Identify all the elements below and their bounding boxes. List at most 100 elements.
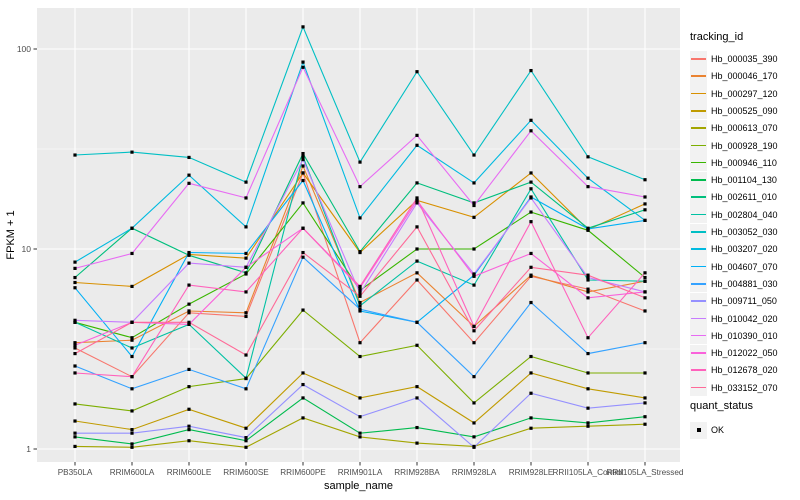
data-point	[586, 336, 590, 340]
black-square-point-icon	[696, 428, 701, 432]
series-color-line-icon	[691, 386, 706, 389]
legend-title-tracking-id: tracking_id	[690, 31, 744, 43]
data-point	[529, 196, 533, 200]
x-axis-tick-label: RRIM600PE	[280, 468, 326, 477]
data-point	[73, 351, 77, 356]
data-point	[301, 308, 305, 312]
data-point	[415, 343, 419, 347]
legend-item-Hb_000525_090: Hb_000525_090	[690, 102, 778, 120]
data-point	[244, 439, 248, 443]
data-point	[529, 265, 533, 269]
data-point	[643, 341, 647, 345]
legend-key-swatch	[690, 137, 707, 154]
data-point	[529, 180, 533, 184]
data-point	[187, 283, 191, 287]
data-point	[643, 178, 647, 182]
series-color-line-icon	[691, 248, 706, 250]
data-point	[643, 218, 647, 222]
data-point	[529, 273, 533, 277]
x-axis-tick-label: RRIM600SE	[223, 468, 269, 477]
y-axis-title: FPKM + 1	[5, 210, 17, 259]
series-color-line-icon	[691, 317, 706, 320]
data-point	[73, 444, 77, 449]
legend-item-Hb_000035_390: Hb_000035_390	[690, 50, 778, 68]
x-axis-tick-label: RRIM928BA	[394, 468, 440, 477]
data-point	[472, 341, 476, 345]
data-point	[244, 251, 248, 256]
legend-item-label: Hb_002611_010	[711, 192, 777, 203]
data-point	[187, 155, 191, 160]
data-point	[73, 435, 77, 439]
data-point	[73, 431, 77, 435]
data-point	[187, 439, 191, 443]
data-point	[358, 216, 362, 220]
data-point	[586, 287, 590, 291]
data-point	[415, 441, 419, 445]
data-point	[73, 318, 77, 322]
data-point	[472, 247, 476, 251]
legend-item-Hb_004881_030: Hb_004881_030	[690, 275, 778, 293]
data-point	[529, 426, 533, 430]
legend-item-Hb_033152_070: Hb_033152_070	[690, 379, 778, 397]
data-point	[586, 387, 590, 391]
data-point	[130, 284, 134, 289]
series-color-line-icon	[691, 213, 706, 216]
data-point	[586, 273, 590, 277]
line-chart-plot-area: 1 10 100 PB350LA RRIM600LA RRIM600LE RRIM600SE…	[5, 8, 684, 492]
data-point	[187, 302, 191, 306]
data-point	[187, 309, 191, 313]
data-point	[73, 260, 77, 264]
data-point	[244, 311, 248, 315]
data-point	[73, 320, 77, 324]
data-point	[415, 278, 419, 282]
legend-item-Hb_000928_190: Hb_000928_190	[690, 137, 778, 155]
legend-item-label: Hb_010042_020	[711, 313, 778, 324]
data-point	[643, 422, 647, 426]
data-point	[73, 364, 77, 368]
data-point	[244, 225, 248, 229]
x-axis-tick-label: RRIM901LA	[338, 468, 383, 477]
data-point	[586, 176, 590, 180]
data-point	[244, 314, 248, 319]
data-point	[187, 367, 191, 372]
legend-key-swatch	[690, 171, 707, 189]
data-point	[358, 309, 362, 313]
legend: tracking_id Hb_000035_390 Hb_000046_170 Hb…	[688, 0, 800, 500]
data-point	[529, 371, 533, 375]
data-point	[301, 382, 305, 387]
series-color-line-icon	[691, 58, 706, 60]
data-point	[358, 294, 362, 298]
legend-item-label: Hb_009711_050	[711, 296, 777, 307]
data-point	[358, 288, 362, 293]
legend-item-Hb_000613_070: Hb_000613_070	[690, 119, 778, 137]
legend-item-Hb_000946_110: Hb_000946_110	[690, 154, 777, 172]
legend-item-label: Hb_000035_390	[711, 54, 778, 64]
data-point	[301, 396, 305, 400]
data-point	[358, 415, 362, 419]
data-point	[244, 387, 248, 391]
data-point	[415, 225, 419, 229]
data-point	[130, 409, 134, 413]
data-point	[529, 171, 533, 175]
legend-key-swatch	[690, 240, 707, 258]
legend-key-swatch	[690, 206, 707, 224]
data-point	[73, 266, 77, 270]
legend-key-swatch	[690, 223, 707, 241]
legend-item-label: Hb_033152_070	[711, 382, 778, 393]
data-point	[130, 251, 134, 256]
legend-item-label: Hb_010390_010	[711, 330, 778, 341]
data-point	[358, 396, 362, 400]
data-point	[415, 320, 419, 324]
series-color-line-icon	[691, 352, 706, 354]
legend-key-swatch	[690, 119, 707, 137]
legend-item-label: Hb_000297_120	[711, 88, 778, 99]
legend-item-label: Hb_001104_130	[711, 175, 777, 186]
data-point	[415, 133, 419, 137]
series-color-line-icon	[691, 265, 706, 268]
data-point	[130, 226, 134, 230]
data-point	[301, 178, 305, 183]
legend-quant-ok-label: OK	[711, 425, 725, 435]
legend-item-label: Hb_000946_110	[711, 157, 777, 168]
data-point	[415, 196, 419, 200]
